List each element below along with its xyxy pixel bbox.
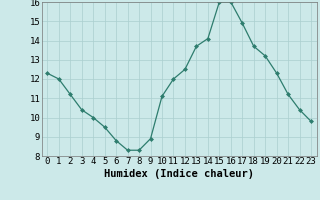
X-axis label: Humidex (Indice chaleur): Humidex (Indice chaleur) — [104, 169, 254, 179]
